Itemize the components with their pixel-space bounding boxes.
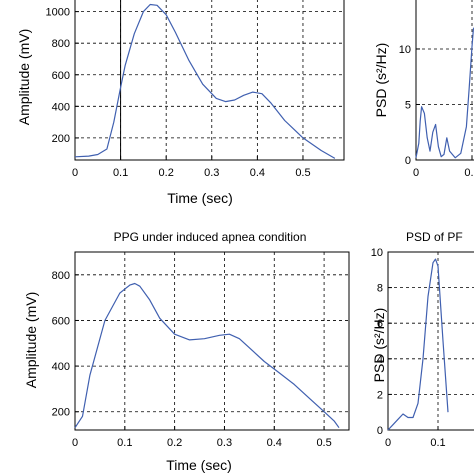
grid-top-left (75, 0, 344, 160)
panel-top-right: 0 0.2 0 5 10 PSD (s²/Hz) (373, 0, 474, 179)
x-axis-label-bottom-left: Time (sec) (166, 457, 232, 473)
y-axis-label-bottom-right: PSD (s²/Hz) (371, 308, 387, 383)
y-tick-label: 0 (377, 425, 383, 437)
y-tick-label: 0 (405, 155, 411, 167)
series-top-left (74, 0, 336, 160)
panel-top-left: 0 0.1 0.2 0.3 0.4 0.5 200 400 600 800 1000 Time (s… (16, 0, 345, 206)
plot-frame-top-left (74, 0, 345, 161)
x-tick-label: 0.4 (250, 167, 265, 179)
y-axis-label-top-left: Amplitude (mV) (16, 29, 32, 125)
x-tick-label: 0.2 (464, 167, 474, 179)
x-tick-label: 0.1 (430, 437, 445, 449)
y-tick-label: 2 (377, 389, 383, 401)
y-tick-label: 5 (405, 99, 411, 111)
x-tick-label: 0.2 (167, 437, 182, 449)
ticks-bottom-right: 0 0.1 0 2 4 6 8 10 (371, 247, 446, 449)
ticks-bottom-left: 0 0.1 0.2 0.3 0.4 0.5 200 400 600 800 (52, 270, 332, 449)
x-tick-label: 0 (72, 167, 78, 179)
series-top-right (415, 26, 474, 159)
y-tick-label: 800 (52, 38, 70, 50)
series-bottom-right (387, 258, 449, 431)
x-tick-label: 0.5 (295, 167, 310, 179)
y-tick-label: 8 (377, 283, 383, 295)
panel-bottom-right: PSD of PF 0 0.1 0 2 4 6 8 10 PSD (s²/Hz) (371, 230, 474, 449)
y-tick-label: 600 (52, 315, 70, 327)
y-tick-label: 1000 (46, 7, 70, 19)
y-tick-label: 10 (399, 44, 411, 56)
grid-bottom-left (75, 252, 349, 430)
x-tick-label: 0.4 (267, 437, 282, 449)
x-tick-label: 0.3 (204, 167, 219, 179)
plot-frame-top-right (415, 0, 474, 161)
y-tick-label: 600 (52, 70, 70, 82)
y-axis-label-bottom-left: Amplitude (mV) (23, 292, 39, 388)
y-tick-label: 10 (371, 247, 383, 259)
ticks-top-right: 0 0.2 0 5 10 (399, 44, 474, 179)
x-tick-label: 0.1 (117, 437, 132, 449)
x-tick-label: 0.1 (113, 167, 128, 179)
panel-bottom-left: PPG under induced apnea condition 0 0.1 0.… (23, 230, 350, 473)
y-tick-label: 400 (52, 101, 70, 113)
x-tick-label: 0 (413, 167, 419, 179)
grid-top-right (416, 0, 474, 160)
series-line (387, 258, 449, 431)
y-axis-label-top-right: PSD (s²/Hz) (373, 43, 389, 118)
x-tick-label: 0.2 (159, 167, 174, 179)
x-tick-label: 0 (385, 437, 391, 449)
y-tick-label: 6 (377, 318, 383, 330)
chart-title-bottom-right: PSD of PF (406, 230, 463, 244)
series-bottom-left (74, 282, 340, 429)
x-tick-label: 0.5 (316, 437, 331, 449)
ticks-top-left: 0 0.1 0.2 0.3 0.4 0.5 200 400 600 800 1000 (46, 7, 311, 179)
plot-frame-bottom-left (74, 251, 350, 431)
series-line (415, 26, 474, 159)
x-tick-label: 0 (72, 437, 78, 449)
chart-title-bottom-left: PPG under induced apnea condition (114, 230, 307, 244)
series-line (74, 3, 336, 159)
y-tick-label: 800 (52, 270, 70, 282)
y-tick-label: 400 (52, 361, 70, 373)
y-tick-label: 4 (377, 354, 383, 366)
y-tick-label: 200 (52, 407, 70, 419)
y-tick-label: 200 (52, 133, 70, 145)
x-tick-label: 0.3 (217, 437, 232, 449)
x-axis-label-top-left: Time (sec) (167, 190, 233, 206)
series-line (74, 282, 340, 429)
grid-bottom-right (388, 252, 474, 430)
